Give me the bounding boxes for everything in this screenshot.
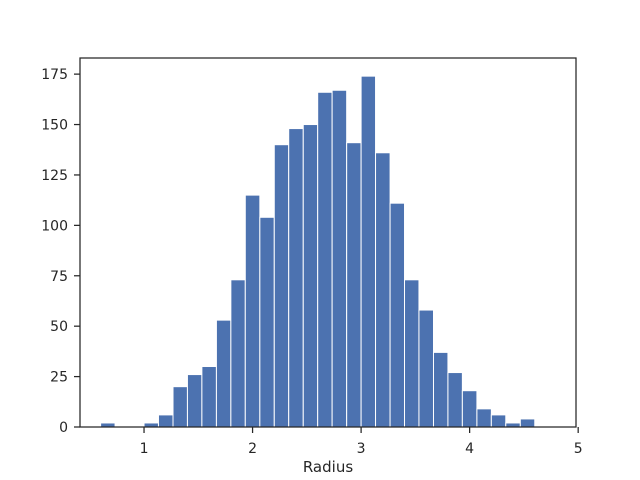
y-tick-label: 125 — [41, 168, 68, 184]
histogram-bar — [186, 374, 203, 428]
histogram-bar — [461, 390, 478, 428]
histogram-bar — [331, 89, 348, 428]
histogram-bar — [346, 142, 362, 428]
x-tick-label: 3 — [357, 441, 366, 457]
histogram-bar — [317, 91, 333, 428]
histogram-bar — [360, 75, 377, 428]
y-tick-label: 100 — [41, 218, 68, 234]
y-tick-label: 25 — [50, 370, 68, 386]
x-tick-label: 2 — [248, 441, 257, 457]
y-tick-label: 175 — [41, 67, 68, 83]
histogram-bar — [519, 418, 536, 428]
histogram-bar — [389, 202, 406, 428]
histogram-bar — [157, 414, 174, 428]
bars-group — [100, 75, 536, 428]
histogram-bar — [432, 351, 449, 428]
histogram-bar — [476, 408, 492, 428]
histogram-bar — [244, 194, 261, 428]
histogram-bar — [273, 144, 290, 428]
x-tick-label: 5 — [574, 441, 583, 457]
y-axis-ticks: 0 25 50 75 100 125 150 175 — [41, 67, 80, 436]
x-axis-ticks: 1 2 3 4 5 — [140, 427, 583, 457]
histogram-bar — [447, 372, 463, 428]
histogram-bar — [201, 366, 217, 428]
plot-frame — [79, 57, 577, 428]
histogram-bar — [418, 309, 434, 428]
x-tick-label: 4 — [465, 441, 474, 457]
y-tick-label: 150 — [41, 118, 68, 134]
histogram-bar — [490, 414, 507, 428]
y-tick-label: 0 — [59, 420, 68, 436]
histogram-bar — [230, 279, 246, 428]
histogram-bar — [259, 216, 275, 428]
y-tick-label: 50 — [50, 319, 68, 335]
histogram-bar — [288, 128, 304, 428]
histogram-bar — [172, 386, 188, 428]
histogram-bar — [375, 152, 391, 428]
histogram-bar — [404, 279, 420, 428]
histogram-bar — [302, 124, 319, 428]
histogram-bar — [215, 319, 232, 428]
x-axis-label: Radius — [303, 458, 353, 476]
x-tick-label: 1 — [140, 441, 149, 457]
y-tick-label: 75 — [50, 269, 68, 285]
